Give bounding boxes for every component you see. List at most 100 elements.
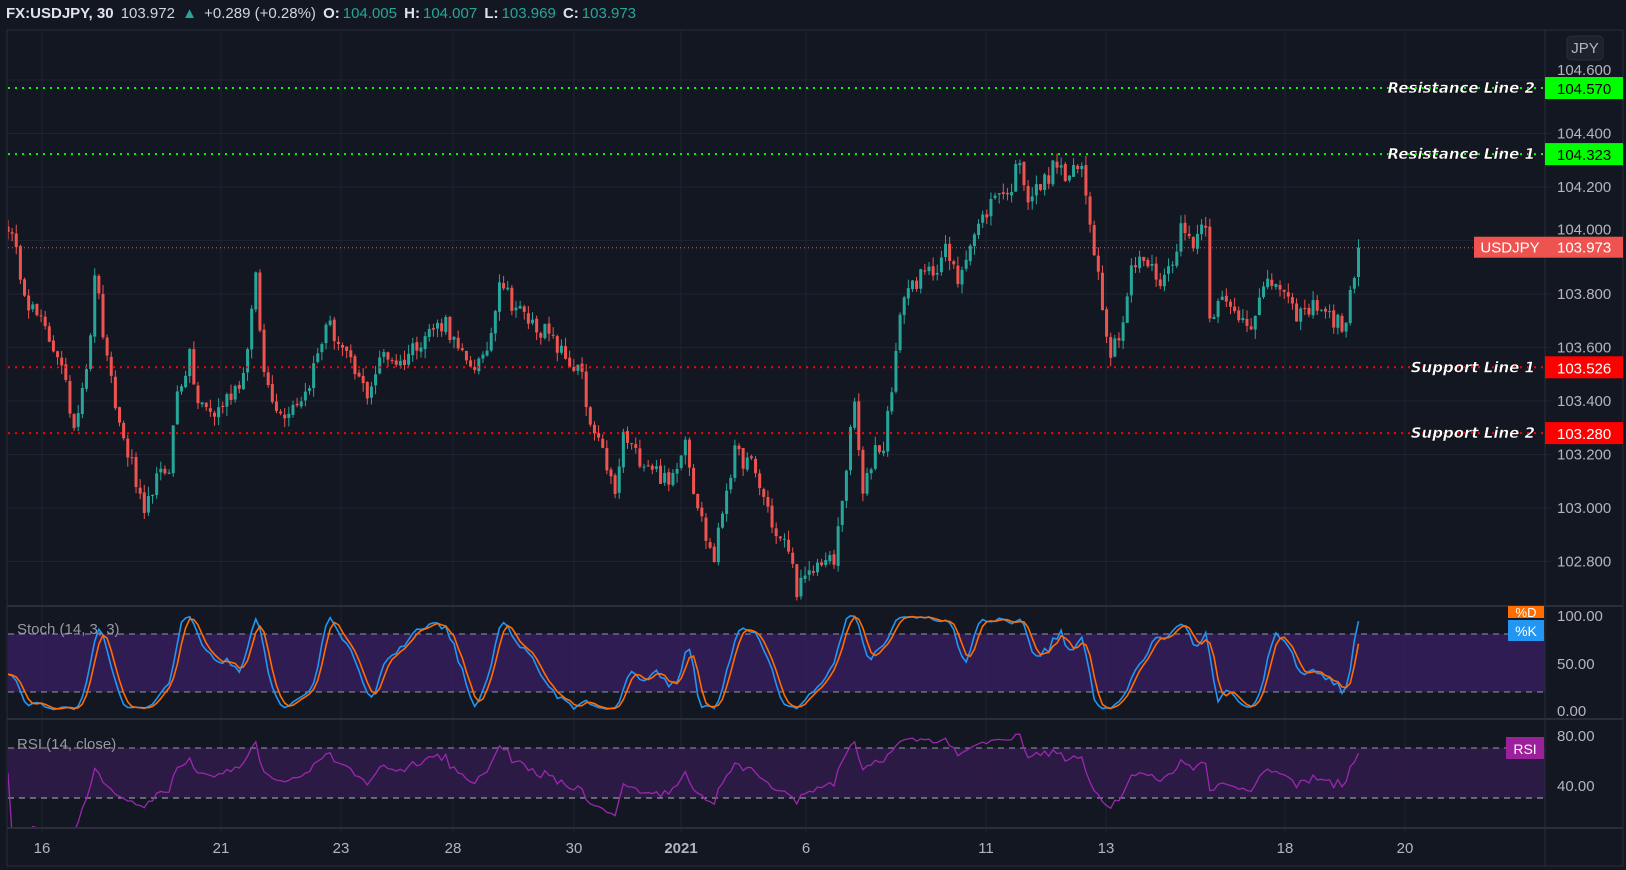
support-price-badge	[1545, 422, 1623, 445]
candle	[184, 375, 188, 388]
time-tick-label: 30	[566, 840, 583, 857]
candle	[1138, 256, 1142, 269]
candle	[307, 388, 311, 391]
candle	[270, 384, 274, 402]
time-axis[interactable]: 16 21 23 28 30 2021 6 11 13 18 20	[34, 840, 1414, 857]
price-tick-label: 104.000	[1557, 222, 1611, 239]
candle	[720, 513, 724, 528]
chart-frame	[6, 29, 1624, 867]
candle	[935, 272, 939, 275]
candle	[402, 359, 406, 365]
candle	[225, 394, 229, 407]
candle	[787, 539, 791, 552]
candle	[824, 559, 828, 566]
candle	[493, 310, 497, 334]
candle	[464, 350, 468, 361]
time-tick-label: 11	[978, 840, 994, 857]
candle	[179, 386, 183, 392]
candle	[840, 500, 844, 525]
candle	[423, 336, 427, 349]
candle	[1010, 191, 1014, 196]
symbol-title[interactable]: FX:USDJPY, 30	[6, 5, 114, 22]
candle	[378, 357, 382, 374]
resistance-price-value: 104.570	[1557, 81, 1611, 98]
candle	[737, 445, 741, 450]
candles	[8, 153, 1361, 601]
rsi-title[interactable]: RSI (14, close)	[17, 736, 116, 753]
candle	[398, 360, 402, 366]
candle	[849, 426, 853, 471]
candle	[853, 401, 857, 428]
candle	[283, 414, 287, 419]
candle	[72, 414, 76, 429]
candle	[510, 287, 514, 311]
candle	[204, 402, 208, 408]
candle	[820, 562, 824, 566]
candle	[1307, 307, 1311, 315]
candle	[254, 272, 258, 310]
candle	[316, 353, 320, 363]
candle	[543, 323, 547, 339]
candle	[696, 494, 700, 509]
candle	[101, 293, 105, 338]
candle	[861, 449, 865, 494]
candle	[898, 314, 902, 351]
candle	[76, 413, 80, 427]
candle	[382, 352, 386, 357]
candle	[836, 526, 840, 566]
candle	[167, 472, 171, 474]
stoch-k-label: %K	[1515, 623, 1537, 639]
price-axis[interactable]: 104.600 104.400 104.200 104.000 103.800 103.6…	[1557, 62, 1611, 570]
candle	[1105, 309, 1109, 337]
candle	[766, 497, 770, 507]
candle	[663, 473, 667, 483]
candle	[436, 322, 440, 329]
candle	[287, 413, 291, 418]
candle	[27, 295, 31, 311]
candle	[469, 360, 473, 367]
candle	[386, 352, 390, 360]
symbol-header: FX:USDJPY, 30 103.972 ▲ +0.289 (+0.28%) …	[6, 2, 639, 26]
stoch-tick: 100.00	[1557, 608, 1603, 625]
price-tick-label: 104.200	[1557, 179, 1611, 196]
stoch-title[interactable]: Stoch (14, 3, 3)	[17, 621, 120, 638]
last-price-value: 103.973	[1557, 240, 1611, 257]
close-label: C:	[562, 5, 579, 22]
last-price-symbol: USDJPY	[1480, 240, 1539, 257]
candle	[621, 431, 625, 468]
candle	[564, 346, 568, 359]
candle	[1100, 272, 1104, 311]
candle	[704, 517, 708, 541]
candle	[312, 363, 316, 389]
candle	[638, 448, 642, 467]
candle	[547, 323, 551, 334]
candle	[894, 350, 898, 392]
candle	[328, 320, 332, 326]
candle	[241, 372, 245, 390]
candle	[196, 385, 200, 404]
candle	[592, 424, 596, 434]
candle	[1183, 222, 1187, 234]
candle	[1352, 277, 1356, 289]
candle	[1113, 338, 1117, 357]
candle	[1233, 306, 1237, 312]
candle	[151, 494, 155, 496]
candle	[266, 372, 270, 385]
candle	[1150, 264, 1154, 266]
candle	[126, 438, 130, 458]
resistance-line-label: Resistance Line 1	[1388, 145, 1535, 163]
candle	[1154, 263, 1158, 280]
currency-button[interactable]	[1566, 35, 1604, 61]
support-price-value: 103.280	[1557, 426, 1611, 443]
currency-button-label[interactable]: JPY	[1571, 40, 1599, 57]
candle	[741, 448, 745, 469]
candle	[35, 303, 39, 316]
candle	[799, 577, 803, 597]
candle	[617, 466, 621, 493]
candle	[1228, 301, 1232, 307]
candle	[1187, 233, 1191, 237]
candle	[155, 473, 159, 496]
candle	[456, 337, 460, 349]
candle	[931, 266, 935, 276]
